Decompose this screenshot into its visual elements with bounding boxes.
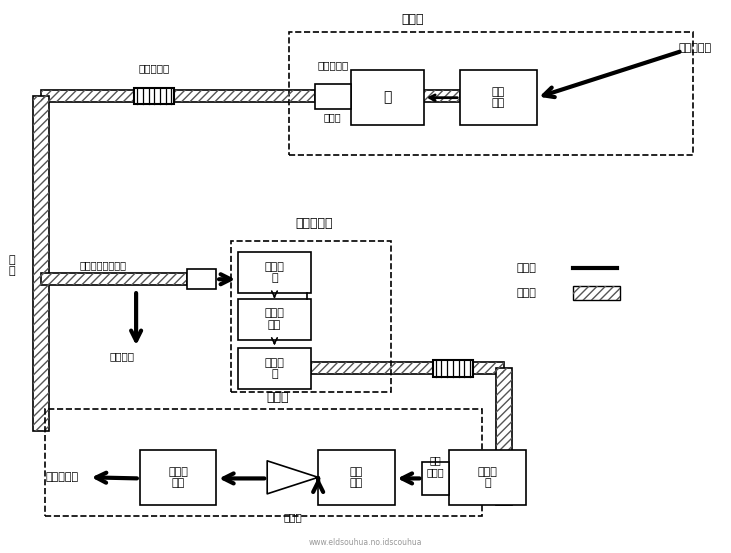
Text: 电信号: 电信号 [517,263,537,273]
Bar [351,90,461,102]
Bar [140,450,216,505]
Text: 光接
收机: 光接 收机 [349,467,363,488]
Bar [311,362,504,374]
Text: www.eldsouhua.no.idscouhua: www.eldsouhua.no.idscouhua [308,538,423,547]
Bar [314,84,351,109]
Bar [231,241,391,392]
Bar [573,286,621,300]
Bar [496,368,512,505]
Bar [34,96,50,431]
Bar [311,362,504,374]
Text: 电调
制器: 电调 制器 [492,87,505,108]
Text: 光纤接续盒: 光纤接续盒 [317,60,349,70]
Bar [450,472,500,484]
Bar [351,70,424,125]
Bar [42,90,314,102]
Bar [351,90,461,102]
Bar [318,450,395,505]
Text: 连接器: 连接器 [324,112,341,123]
Bar [42,273,187,285]
Text: 光纤合波器代束器: 光纤合波器代束器 [80,260,127,270]
Bar [423,462,450,495]
Bar [238,252,311,293]
Bar [238,348,311,389]
Text: 光: 光 [383,91,392,105]
Text: 接收端: 接收端 [267,391,289,404]
Text: 光纤分配盒: 光纤分配盒 [139,63,170,73]
Text: 放大器: 放大器 [284,512,302,522]
Polygon shape [268,461,318,494]
Bar [450,450,526,505]
Bar [45,409,482,516]
Text: 再生中继器: 再生中继器 [296,217,333,229]
Bar [573,286,621,300]
Bar [289,32,693,155]
Bar [450,472,500,484]
Text: 光纤
放大器: 光纤 放大器 [427,455,444,477]
Text: 发送端: 发送端 [401,13,424,26]
Text: 光放大
器: 光放大 器 [477,467,497,488]
Bar [496,368,512,505]
Bar [42,273,187,285]
Bar [238,299,311,340]
Bar [135,88,174,105]
Text: 电信号输出: 电信号输出 [45,472,78,482]
Bar [461,70,537,125]
Text: 光
路: 光 路 [9,255,15,276]
Text: 光发射
机: 光发射 机 [265,358,284,379]
Text: 电再生
电路: 电再生 电路 [265,309,284,330]
Text: 监控设备: 监控设备 [109,351,134,361]
Text: 电信号
解调: 电信号 解调 [168,467,188,488]
Bar [187,269,216,289]
Text: 电信号输入: 电信号输入 [678,43,711,53]
Bar [433,360,473,377]
Text: 光信号: 光信号 [517,288,537,298]
Bar [34,96,50,431]
Bar [42,90,314,102]
Text: 光接收
机: 光接收 机 [265,262,284,283]
